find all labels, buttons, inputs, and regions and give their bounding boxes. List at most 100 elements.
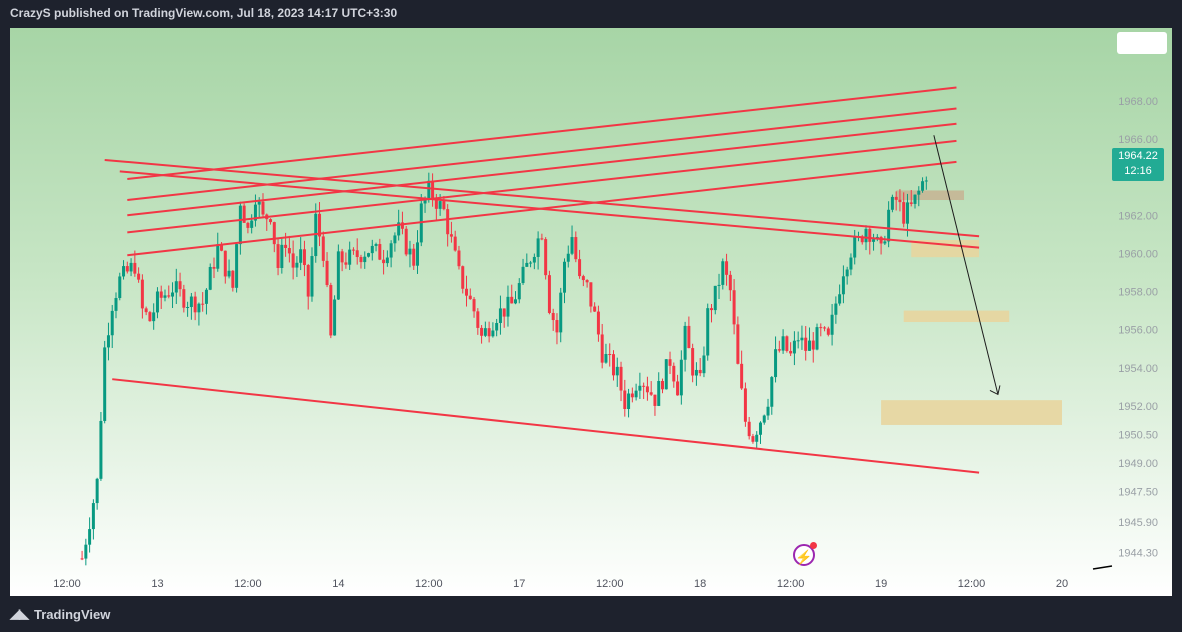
price-zone: [911, 240, 980, 258]
candle-body: [431, 180, 435, 200]
candle-body: [838, 294, 842, 304]
candle-body: [510, 296, 514, 304]
candle-body: [438, 201, 442, 209]
candle-body: [216, 244, 220, 269]
candle-body: [302, 249, 306, 266]
candle-body: [178, 281, 182, 290]
price-zone: [896, 190, 965, 201]
candle-body: [423, 198, 427, 204]
candle-body: [427, 180, 431, 199]
chart-area[interactable]: 1968.001966.001964.001962.001960.001958.…: [10, 28, 1172, 596]
candle-body: [905, 202, 909, 224]
candle-body: [796, 340, 800, 342]
x-tick-label: 13: [151, 578, 163, 590]
candle-body: [231, 270, 235, 288]
candle-body: [238, 205, 242, 245]
candle-body: [611, 354, 615, 376]
y-tick-label: 1958.00: [1118, 287, 1158, 299]
candle-body: [276, 244, 280, 268]
candle-body: [453, 236, 457, 251]
candle-body: [400, 222, 404, 229]
candle-body: [811, 340, 815, 350]
candle-body: [186, 307, 190, 309]
candle-body: [159, 291, 163, 298]
candle-body: [208, 266, 212, 290]
x-tick-label: 12:00: [234, 578, 262, 590]
candle-body: [363, 256, 367, 263]
candle-body: [299, 249, 303, 263]
candle-body: [212, 266, 216, 269]
trendlines-layer: [104, 86, 1113, 570]
candle-body: [834, 303, 838, 315]
x-tick-label: 12:00: [958, 578, 986, 590]
candle-body: [789, 350, 793, 354]
trendline: [119, 170, 980, 249]
candle-body: [921, 181, 925, 191]
candle-body: [725, 261, 729, 275]
candle-body: [540, 238, 544, 240]
candle-body: [370, 245, 374, 254]
candle-body: [913, 194, 917, 204]
candle-body: [604, 354, 608, 363]
candle-body: [502, 308, 506, 317]
candle-body: [619, 366, 623, 391]
footer-brand[interactable]: ◢◣ TradingView: [10, 606, 110, 622]
x-tick-label: 12:00: [777, 578, 805, 590]
candle-body: [740, 363, 744, 389]
candle-body: [917, 190, 921, 195]
price-chart-svg[interactable]: 1968.001966.001964.001962.001960.001958.…: [10, 28, 1172, 596]
candle-body: [129, 262, 133, 272]
candle-body: [197, 303, 201, 313]
candle-body: [506, 296, 510, 317]
candle-body: [182, 289, 186, 308]
candle-body: [762, 415, 766, 423]
candle-body: [525, 262, 529, 267]
candle-body: [706, 308, 710, 356]
y-tick-label: 1960.00: [1118, 248, 1158, 260]
candle-body: [529, 262, 533, 264]
candle-body: [295, 262, 299, 268]
candle-body: [310, 256, 314, 297]
y-tick-label: 1950.50: [1118, 429, 1158, 441]
candle-body: [204, 289, 208, 304]
candle-body: [404, 228, 408, 255]
candle-body: [465, 288, 469, 296]
y-tick-label: 1956.00: [1118, 325, 1158, 337]
candle-body: [495, 323, 499, 331]
candle-body: [872, 239, 876, 242]
candle-body: [781, 336, 785, 351]
candle-body: [148, 312, 152, 322]
x-tick-label: 17: [513, 578, 525, 590]
candle-body: [751, 436, 755, 442]
candle-body: [627, 393, 631, 409]
current-price-tag: 1964.22 12:16: [1112, 148, 1164, 181]
candle-body: [189, 296, 193, 308]
candle-body: [909, 202, 913, 204]
candle-body: [483, 328, 487, 336]
x-axis-ticks: 12:00 13 12:00 14 12:00 17 12:00 18 12:00 19 12:00…: [53, 578, 1068, 590]
y-tick-label: 1966.00: [1118, 134, 1158, 146]
legend-box[interactable]: [1117, 32, 1167, 54]
candle-body: [321, 236, 325, 261]
lightning-bolt-icon[interactable]: ⚡: [793, 542, 817, 566]
candle-body: [106, 335, 110, 348]
candle-body: [480, 327, 484, 336]
candle-body: [642, 385, 646, 387]
brand-text: TradingView: [34, 606, 111, 622]
candle-body: [246, 222, 250, 228]
candle-body: [709, 308, 713, 311]
candle-body: [442, 201, 446, 210]
candle-body: [845, 269, 849, 277]
candle-body: [253, 204, 257, 221]
candle-body: [163, 295, 167, 298]
candle-body: [902, 202, 906, 224]
candle-body: [333, 299, 337, 336]
candle-body: [777, 349, 781, 351]
candle-body: [84, 544, 88, 559]
candle-body: [924, 180, 928, 182]
candle-body: [747, 421, 751, 437]
trendline: [127, 139, 957, 234]
candle-body: [171, 292, 175, 297]
candle-body: [555, 320, 559, 333]
candle-body: [830, 314, 834, 335]
